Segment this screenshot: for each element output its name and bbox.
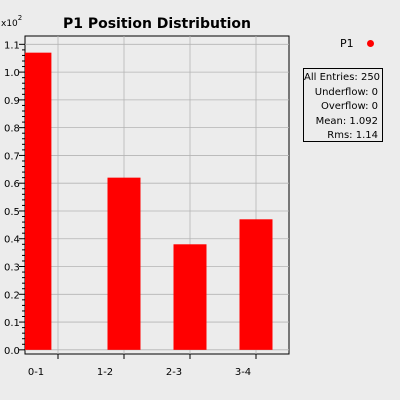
bars — [25, 52, 273, 350]
y-exponent-power: 2 — [18, 14, 22, 22]
bar-3-4 — [239, 219, 273, 350]
grid — [25, 36, 289, 354]
legend: P1 — [340, 37, 374, 50]
legend-marker — [366, 40, 374, 47]
y-tick-label: 0.6 — [4, 179, 20, 190]
x-tick-label: 0-1 — [28, 367, 44, 378]
y-tick-label: 0.8 — [4, 124, 20, 135]
stats-box: All Entries: 250 Underflow: 0 Overflow: … — [303, 68, 383, 142]
x-tick-label: 2-3 — [166, 367, 182, 378]
y-tick-label: 0.4 — [4, 235, 20, 246]
y-tick-label: 0.3 — [4, 263, 20, 274]
y-exponent-base: x10 — [1, 19, 18, 29]
y-tick-label: 1.0 — [4, 68, 20, 79]
bar-2-3 — [173, 244, 207, 350]
x-tick-label: 1-2 — [97, 367, 113, 378]
x-tick-label: 3-4 — [235, 367, 251, 378]
y-tick-label: 0.1 — [4, 318, 20, 329]
stats-rms: Rms: 1.14 — [327, 130, 378, 141]
y-tick-label: 0.0 — [4, 346, 20, 357]
y-exponent-label: x102 — [1, 14, 22, 29]
bar-0-1 — [25, 52, 52, 350]
stats-overflow: Overflow: 0 — [320, 101, 378, 112]
y-tick-label: 0.5 — [4, 207, 20, 218]
y-tick-label: 0.9 — [4, 96, 20, 107]
stats-mean: Mean: 1.092 — [315, 115, 378, 127]
y-tick-label: 1.1 — [4, 40, 20, 51]
legend-label: P1 — [340, 37, 354, 50]
y-tick-label: 0.2 — [4, 290, 20, 301]
stats-entries: All Entries: 250 — [304, 72, 381, 83]
stats-underflow: Underflow: 0 — [314, 86, 378, 98]
bar-1-2 — [107, 177, 141, 350]
chart-title: P1 Position Distribution — [63, 16, 251, 32]
axes: 0.0 0.1 0.2 0.3 0.4 0.5 0.6 0.7 0.8 0.9 1.0 1.1 0-1 1… — [4, 40, 257, 378]
y-tick-label: 0.7 — [4, 151, 20, 162]
